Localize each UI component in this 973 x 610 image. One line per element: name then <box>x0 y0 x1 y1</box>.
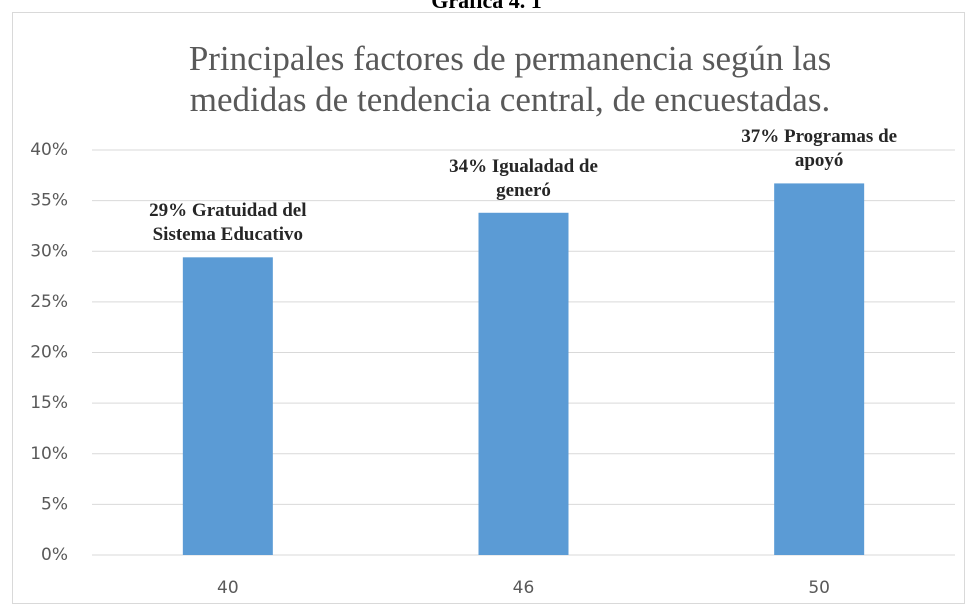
y-tick-label: 5% <box>41 494 68 514</box>
y-tick-label: 25% <box>30 292 68 312</box>
y-tick-label: 30% <box>30 241 68 261</box>
data-label: 29% Gratuidad del Sistema Educativo <box>149 200 307 246</box>
y-tick-label: 15% <box>30 393 68 413</box>
data-label: 34% Igualadad de generó <box>449 155 598 201</box>
x-tick-label: 50 <box>808 578 830 598</box>
chart-title: Principales factores de permanencia segú… <box>188 39 832 119</box>
header: Gráfica 4. 1 <box>431 0 542 13</box>
data-label: 37% Programas de apoyó <box>741 126 898 172</box>
y-tick-label: 40% <box>30 140 68 160</box>
y-tick-label: 10% <box>30 444 68 464</box>
y-tick-label: 35% <box>30 191 68 211</box>
y-tick-label: 0% <box>41 545 68 565</box>
chart-frame <box>12 12 965 604</box>
x-tick-label: 46 <box>513 578 535 598</box>
bar <box>774 183 865 555</box>
x-tick-label: 40 <box>217 578 239 598</box>
bar <box>182 257 273 555</box>
bar <box>478 212 569 555</box>
y-tick-label: 20% <box>30 343 68 363</box>
